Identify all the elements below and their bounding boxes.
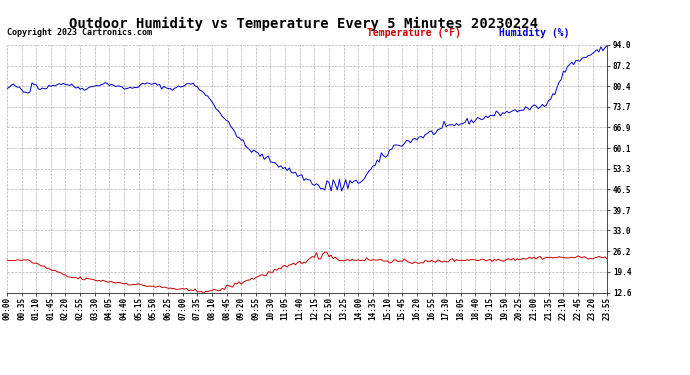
Text: Outdoor Humidity vs Temperature Every 5 Minutes 20230224: Outdoor Humidity vs Temperature Every 5 … — [69, 17, 538, 31]
Text: Copyright 2023 Cartronics.com: Copyright 2023 Cartronics.com — [7, 28, 152, 37]
Text: Temperature (°F): Temperature (°F) — [367, 28, 461, 38]
Text: Humidity (%): Humidity (%) — [499, 28, 570, 38]
